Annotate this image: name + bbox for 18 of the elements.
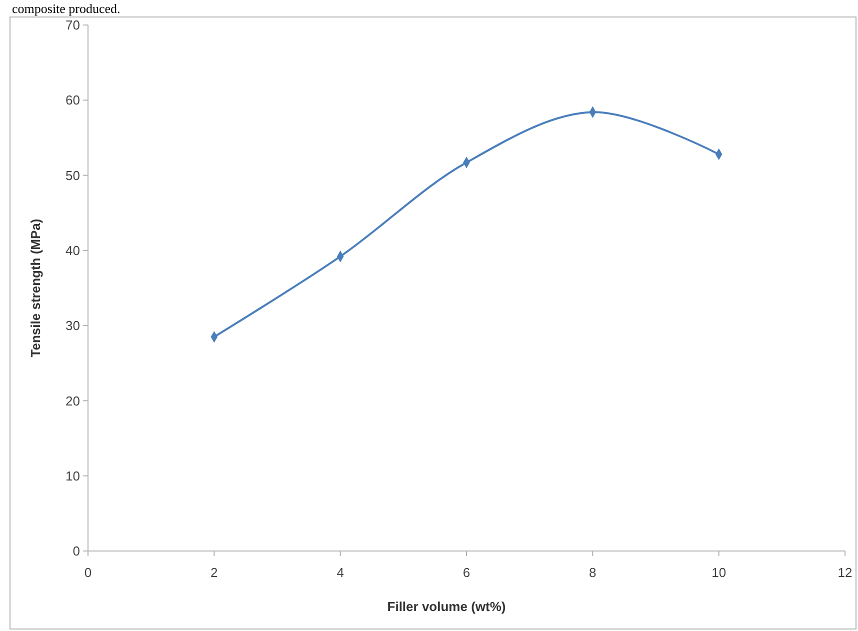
y-tick-label: 50: [66, 168, 80, 183]
y-tick-label: 70: [66, 18, 80, 33]
y-tick-label: 30: [66, 318, 80, 334]
x-tick-label: 10: [712, 565, 726, 580]
y-tick-label: 60: [66, 92, 80, 108]
y-tick-label: 0: [72, 544, 80, 559]
x-axis-title: Filler volume (wt%): [387, 599, 506, 614]
x-tick-label: 6: [462, 565, 470, 580]
x-tick-label: 0: [84, 565, 92, 580]
text: composite produced.: [12, 1, 120, 16]
y-tick-label: 40: [66, 242, 80, 258]
y-axis-title: Tensile strength (MPa): [28, 218, 43, 358]
x-tick-label: 12: [838, 565, 852, 580]
y-tick-label: 10: [66, 468, 80, 484]
x-tick-label: 4: [336, 565, 344, 580]
x-tick-label: 2: [210, 565, 218, 580]
x-tick-label: 8: [589, 565, 596, 580]
y-tick-label: 20: [66, 393, 80, 408]
